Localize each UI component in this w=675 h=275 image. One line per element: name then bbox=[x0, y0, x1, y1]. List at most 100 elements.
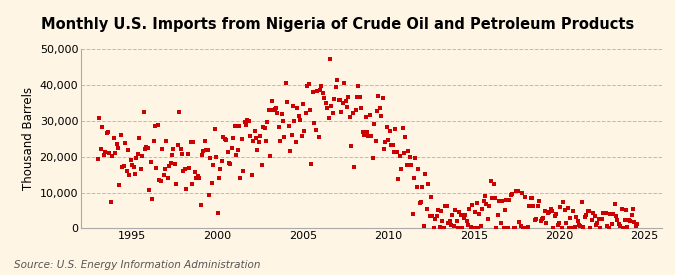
Point bbox=[107, 153, 117, 158]
Point bbox=[407, 211, 418, 216]
Point bbox=[286, 133, 297, 137]
Point bbox=[516, 190, 527, 195]
Point bbox=[565, 215, 576, 220]
Y-axis label: Thousand Barrels: Thousand Barrels bbox=[22, 87, 35, 190]
Point bbox=[605, 212, 616, 216]
Point bbox=[497, 198, 508, 203]
Point bbox=[566, 226, 577, 230]
Point bbox=[209, 127, 220, 132]
Point bbox=[336, 109, 347, 114]
Point bbox=[309, 120, 320, 125]
Point bbox=[198, 149, 209, 153]
Point bbox=[329, 97, 340, 101]
Point bbox=[414, 200, 425, 205]
Point bbox=[481, 202, 492, 206]
Point bbox=[360, 115, 371, 119]
Point bbox=[177, 151, 188, 156]
Point bbox=[522, 225, 533, 229]
Point bbox=[521, 226, 532, 230]
Point bbox=[184, 165, 194, 170]
Point bbox=[148, 139, 159, 143]
Point bbox=[529, 218, 540, 222]
Point bbox=[434, 225, 445, 230]
Point bbox=[335, 98, 346, 103]
Point bbox=[534, 199, 545, 203]
Point bbox=[386, 143, 397, 147]
Point bbox=[525, 196, 536, 200]
Point bbox=[132, 152, 143, 156]
Point bbox=[585, 226, 596, 230]
Point bbox=[144, 188, 155, 192]
Point bbox=[502, 226, 513, 230]
Point bbox=[624, 218, 634, 222]
Point bbox=[485, 179, 496, 183]
Point bbox=[316, 84, 327, 89]
Point bbox=[582, 208, 593, 213]
Point bbox=[477, 207, 487, 211]
Point bbox=[535, 219, 546, 223]
Point bbox=[561, 221, 572, 226]
Point bbox=[420, 172, 431, 177]
Point bbox=[418, 224, 429, 228]
Point bbox=[591, 223, 601, 227]
Point bbox=[562, 206, 573, 210]
Point bbox=[468, 225, 479, 230]
Point bbox=[416, 200, 427, 204]
Point bbox=[157, 147, 167, 152]
Point bbox=[215, 167, 226, 171]
Point bbox=[548, 226, 559, 230]
Point bbox=[599, 211, 610, 215]
Point bbox=[196, 153, 207, 157]
Point bbox=[298, 101, 308, 106]
Point bbox=[344, 115, 355, 119]
Point bbox=[474, 212, 485, 216]
Point bbox=[579, 214, 590, 219]
Point bbox=[501, 198, 512, 202]
Point bbox=[406, 162, 416, 167]
Point bbox=[213, 176, 224, 180]
Point bbox=[121, 169, 132, 174]
Point bbox=[285, 149, 296, 153]
Point bbox=[433, 208, 443, 212]
Point bbox=[293, 114, 304, 118]
Point bbox=[261, 139, 271, 143]
Point bbox=[549, 214, 560, 219]
Point bbox=[244, 119, 254, 123]
Point bbox=[279, 135, 290, 139]
Point bbox=[551, 211, 562, 216]
Point bbox=[515, 223, 526, 228]
Point bbox=[520, 194, 531, 199]
Point bbox=[444, 219, 455, 223]
Point bbox=[200, 148, 211, 153]
Point bbox=[346, 144, 356, 148]
Point bbox=[396, 167, 406, 171]
Point bbox=[356, 106, 367, 111]
Point bbox=[164, 164, 175, 168]
Point bbox=[508, 226, 519, 230]
Point bbox=[487, 195, 497, 200]
Point bbox=[271, 106, 281, 110]
Point bbox=[258, 125, 269, 129]
Point bbox=[491, 226, 502, 230]
Point bbox=[393, 176, 404, 181]
Point bbox=[614, 222, 624, 227]
Point bbox=[308, 90, 319, 94]
Point bbox=[471, 200, 482, 205]
Point bbox=[603, 226, 614, 230]
Point bbox=[248, 139, 259, 143]
Point bbox=[141, 145, 152, 149]
Point bbox=[564, 226, 574, 230]
Point bbox=[136, 166, 146, 171]
Point bbox=[92, 157, 103, 161]
Point bbox=[284, 123, 294, 128]
Point bbox=[115, 133, 126, 138]
Point bbox=[182, 152, 193, 156]
Point bbox=[439, 226, 450, 230]
Point bbox=[369, 122, 379, 127]
Point bbox=[168, 147, 179, 151]
Point bbox=[376, 114, 387, 119]
Point bbox=[495, 221, 506, 226]
Point bbox=[222, 150, 233, 154]
Point bbox=[504, 198, 514, 202]
Point bbox=[325, 57, 335, 61]
